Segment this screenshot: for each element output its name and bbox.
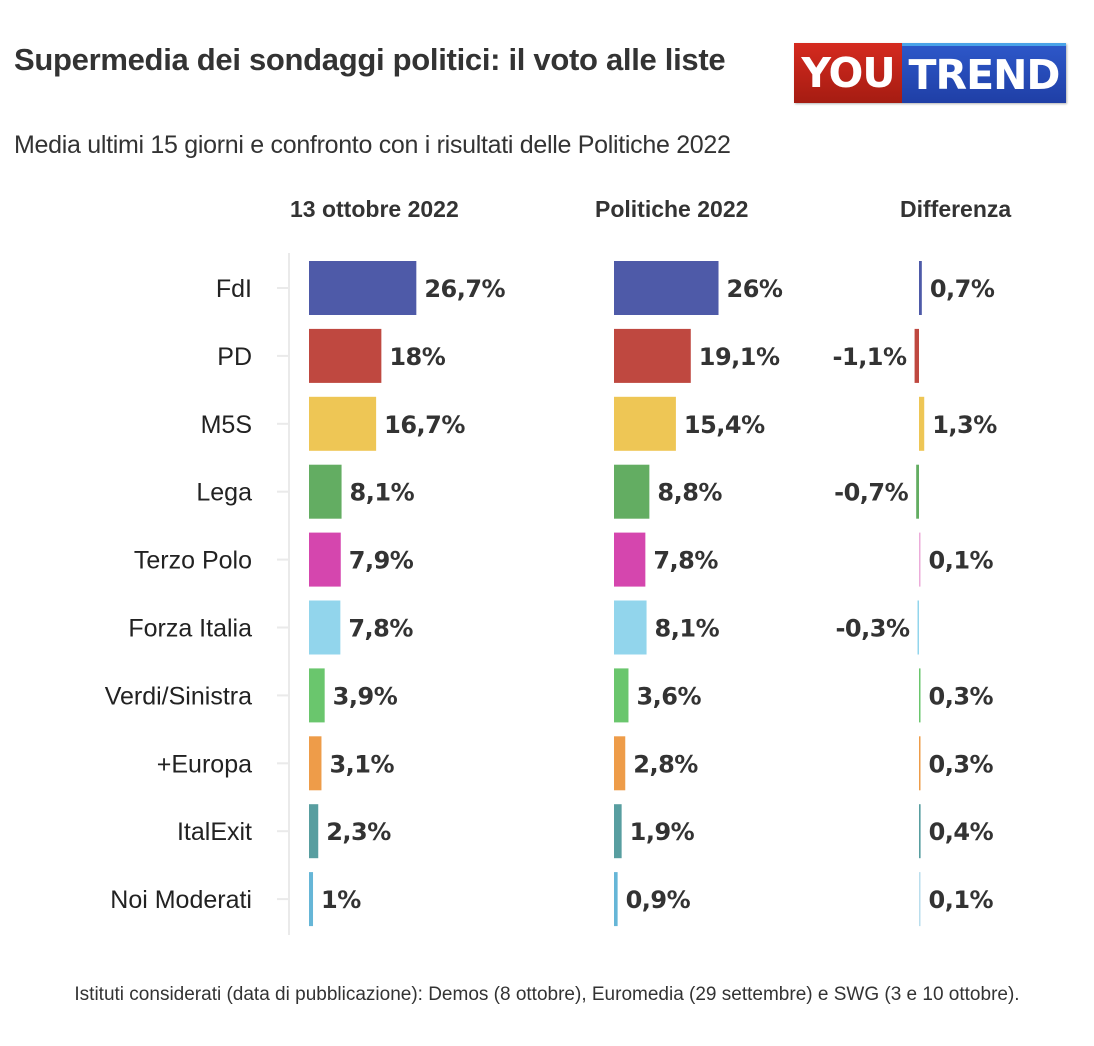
data-label-difference: -1,1% — [833, 343, 907, 371]
data-label-politiche: 2,8% — [633, 750, 698, 778]
bar-politiche — [614, 261, 719, 315]
category-label: Lega — [196, 479, 252, 507]
data-label-difference: 0,4% — [929, 818, 994, 846]
data-label-difference: -0,3% — [835, 615, 909, 643]
bar-difference — [917, 600, 919, 655]
data-label-current: 3,1% — [329, 750, 394, 778]
bar-politiche — [614, 600, 647, 655]
data-label-politiche: 7,8% — [653, 547, 718, 575]
bar-current — [309, 261, 417, 315]
bar-current — [309, 396, 377, 451]
data-label-difference: 0,1% — [929, 547, 994, 575]
chart-title: Supermedia dei sondaggi politici: il vot… — [14, 42, 726, 77]
data-label-politiche: 3,6% — [636, 682, 701, 710]
category-label: +Europa — [157, 750, 252, 778]
bar-difference — [919, 804, 921, 859]
bar-difference — [919, 396, 925, 451]
bar-politiche — [614, 872, 618, 927]
data-label-politiche: 8,1% — [655, 615, 720, 643]
data-label-current: 2,3% — [326, 818, 391, 846]
data-label-politiche: 19,1% — [699, 343, 780, 371]
bar-politiche — [614, 328, 691, 383]
column-header-differenza: Differenza — [900, 196, 1012, 222]
data-label-current: 1% — [321, 886, 361, 914]
bar-difference — [919, 532, 921, 587]
data-label-difference: -0,7% — [834, 479, 908, 507]
category-label: Forza Italia — [128, 615, 252, 643]
bar-current — [309, 872, 314, 927]
chart-subtitle: Media ultimi 15 giorni e confronto con i… — [14, 131, 731, 159]
data-label-current: 26,7% — [424, 275, 505, 303]
category-label: FdI — [216, 275, 252, 303]
category-label: Verdi/Sinistra — [105, 682, 252, 710]
data-label-current: 18% — [389, 343, 445, 371]
data-label-politiche: 1,9% — [630, 818, 695, 846]
bar-politiche — [614, 804, 622, 859]
bar-current — [309, 600, 341, 655]
data-label-politiche: 15,4% — [684, 411, 765, 439]
bar-current — [309, 736, 322, 791]
bar-politiche — [614, 464, 650, 519]
youtrend-logo: YOU TREND — [794, 43, 1066, 103]
bar-difference — [914, 328, 919, 383]
bar-difference — [919, 736, 921, 791]
bar-current — [309, 464, 342, 519]
column-header-politiche: Politiche 2022 — [595, 196, 749, 222]
category-label: Noi Moderati — [110, 886, 252, 914]
data-label-current: 16,7% — [384, 411, 465, 439]
bar-difference — [919, 872, 921, 927]
data-label-current: 7,9% — [349, 547, 414, 575]
data-label-current: 8,1% — [350, 479, 415, 507]
category-label: ItalExit — [177, 818, 252, 846]
category-label: M5S — [201, 411, 252, 439]
data-label-current: 7,8% — [348, 615, 413, 643]
bar-politiche — [614, 736, 626, 791]
data-label-difference: 0,1% — [929, 886, 994, 914]
category-label: PD — [217, 343, 252, 371]
data-label-politiche: 8,8% — [657, 479, 722, 507]
data-label-politiche: 26% — [727, 275, 783, 303]
data-label-difference: 0,3% — [929, 750, 994, 778]
bar-difference — [916, 464, 919, 519]
data-label-difference: 1,3% — [932, 411, 997, 439]
bar-difference — [919, 261, 922, 315]
category-label: Terzo Polo — [134, 547, 252, 575]
bar-politiche — [614, 668, 629, 723]
logo-you: YOU — [794, 43, 902, 103]
bar-politiche — [614, 396, 676, 451]
bar-current — [309, 532, 341, 587]
logo-trend: TREND — [902, 43, 1066, 103]
bar-current — [309, 804, 319, 859]
data-label-politiche: 0,9% — [626, 886, 691, 914]
column-header-current: 13 ottobre 2022 — [290, 196, 459, 222]
data-label-difference: 0,3% — [929, 682, 994, 710]
bar-difference — [919, 668, 921, 723]
footer-note: Istituti considerati (data di pubblicazi… — [74, 984, 1020, 1005]
bar-current — [309, 328, 382, 383]
data-label-current: 3,9% — [333, 682, 398, 710]
data-label-difference: 0,7% — [930, 275, 995, 303]
bar-politiche — [614, 532, 646, 587]
bar-current — [309, 668, 325, 723]
